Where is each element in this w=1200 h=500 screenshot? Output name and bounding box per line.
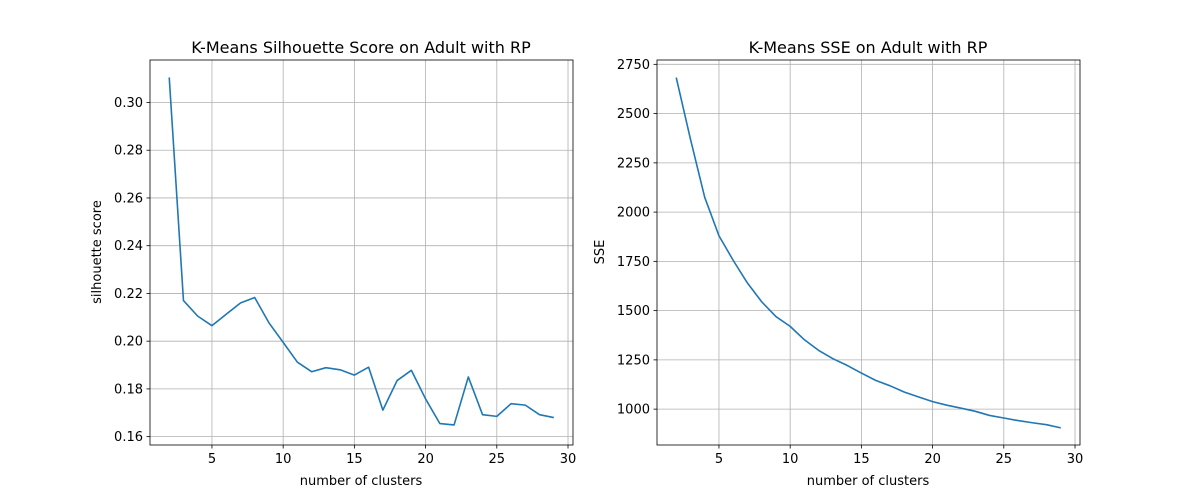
y-tick-label: 1750 xyxy=(617,255,650,270)
chart-title: K-Means SSE on Adult with RP xyxy=(749,38,988,57)
y-tick-label: 2000 xyxy=(617,206,650,221)
x-tick-label: 10 xyxy=(782,452,799,467)
x-tick-label: 15 xyxy=(346,452,363,467)
plot-frame xyxy=(149,59,574,446)
y-tick-label: 0.26 xyxy=(114,191,143,206)
chart-title: K-Means Silhouette Score on Adult with R… xyxy=(191,38,531,57)
y-tick-label: 0.20 xyxy=(114,335,143,350)
y-tick-label: 0.22 xyxy=(114,287,143,302)
y-axis-label: silhouette score xyxy=(90,200,105,304)
y-tick-label: 0.28 xyxy=(114,144,143,159)
plot-frame xyxy=(656,59,1081,446)
y-axis-label: SSE xyxy=(593,240,608,265)
series-line xyxy=(675,77,1061,429)
left-chart: K-Means Silhouette Score on Adult with R… xyxy=(90,38,576,489)
y-tick-label: 0.24 xyxy=(114,239,143,254)
y-tick-label: 2250 xyxy=(617,156,650,171)
x-tick-label: 15 xyxy=(853,452,870,467)
x-tick-label: 20 xyxy=(417,452,434,467)
right-chart: K-Means SSE on Adult with RP number of c… xyxy=(593,38,1083,489)
x-tick-label: 10 xyxy=(275,452,292,467)
x-tick-label: 30 xyxy=(1067,452,1084,467)
y-tick-label: 0.18 xyxy=(114,382,143,397)
series-line xyxy=(168,77,554,426)
x-tick-label: 25 xyxy=(996,452,1013,467)
y-tick-label: 2500 xyxy=(617,107,650,122)
x-tick-label: 5 xyxy=(208,452,216,467)
y-tick-label: 2750 xyxy=(617,58,650,73)
x-axis-label: number of clusters xyxy=(807,474,930,489)
y-tick-label: 0.30 xyxy=(114,96,143,111)
x-tick-label: 5 xyxy=(715,452,723,467)
y-tick-label: 1500 xyxy=(617,304,650,319)
x-tick-label: 30 xyxy=(560,452,577,467)
y-tick-label: 1250 xyxy=(617,353,650,368)
y-tick-label: 1000 xyxy=(617,403,650,418)
x-axis-label: number of clusters xyxy=(300,474,423,489)
x-tick-label: 25 xyxy=(489,452,506,467)
x-tick-label: 20 xyxy=(924,452,941,467)
y-tick-label: 0.16 xyxy=(114,430,143,445)
